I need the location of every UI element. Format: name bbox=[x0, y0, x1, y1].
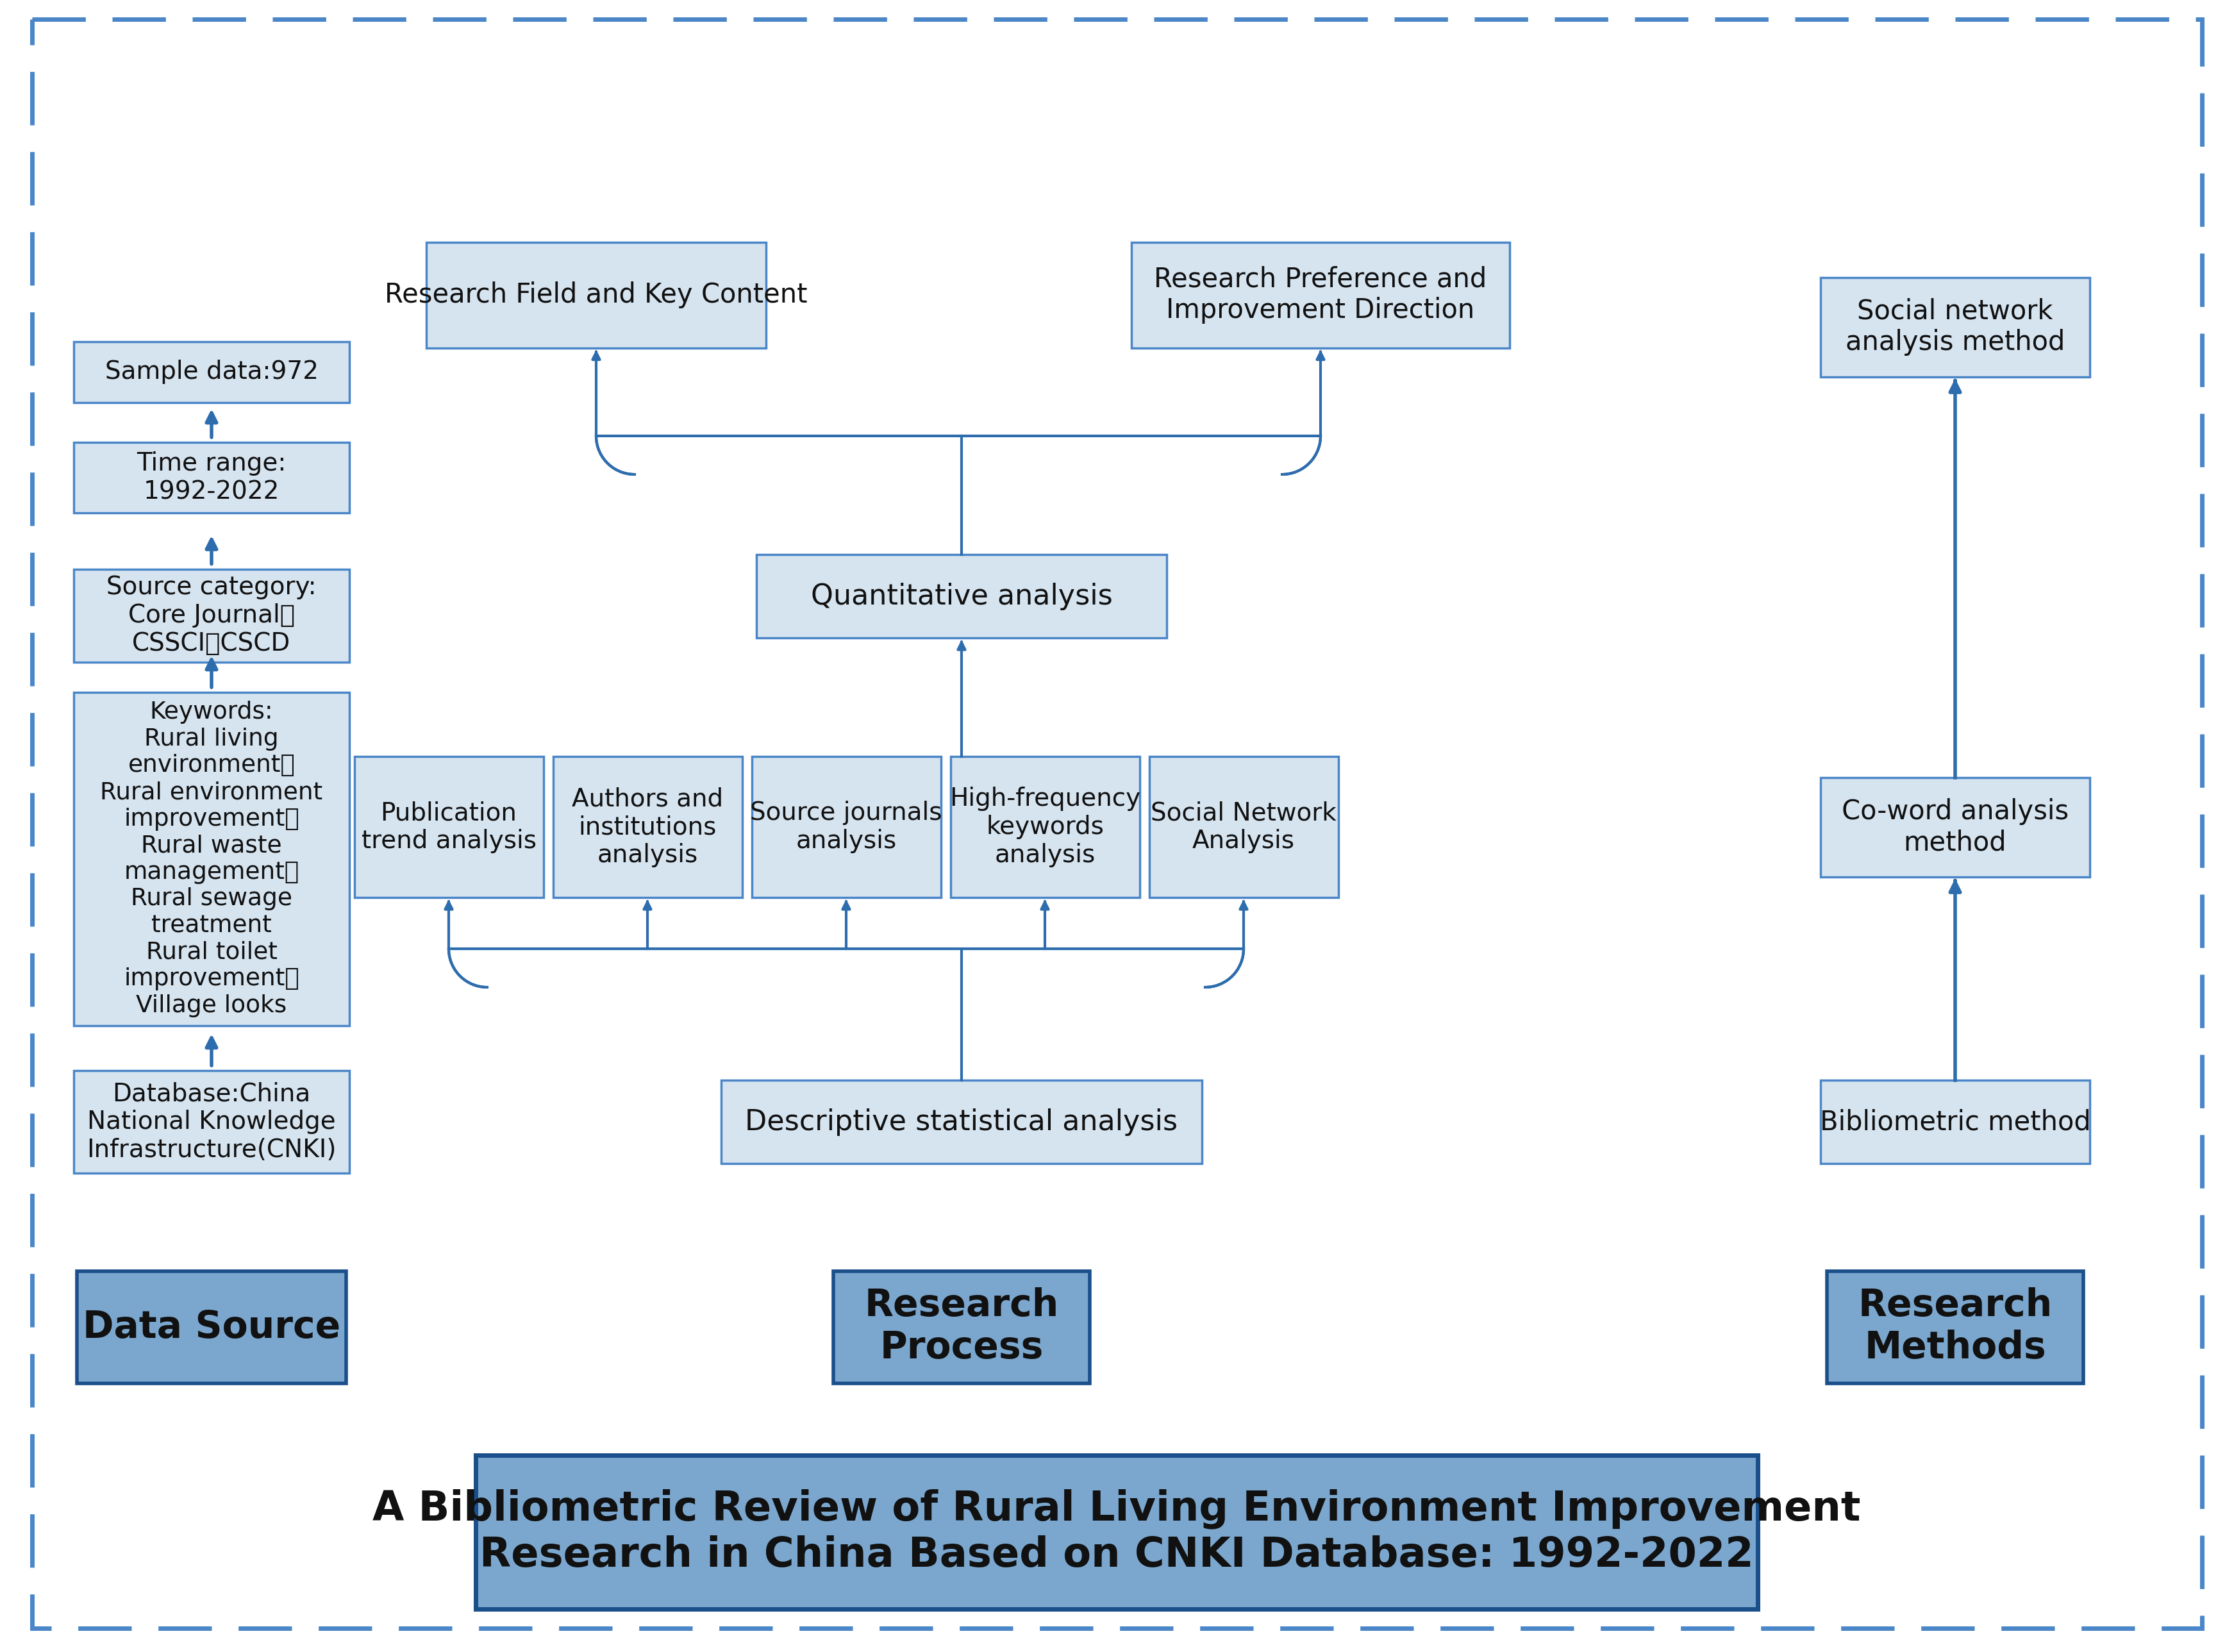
FancyBboxPatch shape bbox=[1821, 278, 2089, 377]
FancyBboxPatch shape bbox=[355, 757, 543, 897]
FancyBboxPatch shape bbox=[722, 1080, 1202, 1163]
Text: A Bibliometric Review of Rural Living Environment Improvement
Research in China : A Bibliometric Review of Rural Living En… bbox=[373, 1488, 1861, 1574]
Text: Database:China
National Knowledge
Infrastructure(CNKI): Database:China National Knowledge Infras… bbox=[87, 1082, 337, 1163]
FancyBboxPatch shape bbox=[74, 692, 349, 1026]
Text: Authors and
institutions
analysis: Authors and institutions analysis bbox=[572, 786, 724, 867]
Text: Quantitative analysis: Quantitative analysis bbox=[811, 583, 1113, 610]
Text: Research
Process: Research Process bbox=[865, 1287, 1059, 1366]
Text: Time range:
1992-2022: Time range: 1992-2022 bbox=[136, 451, 286, 504]
FancyBboxPatch shape bbox=[427, 241, 766, 349]
Text: Co-word analysis
method: Co-word analysis method bbox=[1841, 798, 2069, 856]
FancyBboxPatch shape bbox=[552, 757, 742, 897]
Text: High-frequency
keywords
analysis: High-frequency keywords analysis bbox=[949, 786, 1139, 867]
FancyBboxPatch shape bbox=[1821, 1080, 2089, 1163]
FancyBboxPatch shape bbox=[74, 443, 349, 512]
Text: Descriptive statistical analysis: Descriptive statistical analysis bbox=[746, 1108, 1177, 1135]
FancyBboxPatch shape bbox=[751, 757, 941, 897]
Text: Social Network
Analysis: Social Network Analysis bbox=[1151, 801, 1336, 852]
Text: Keywords:
Rural living
environment！
Rural environment
improvement！
Rural waste
m: Keywords: Rural living environment！ Rura… bbox=[101, 700, 322, 1018]
FancyBboxPatch shape bbox=[76, 1270, 346, 1383]
FancyBboxPatch shape bbox=[1827, 1270, 2084, 1383]
Text: Sample data:972: Sample data:972 bbox=[105, 360, 317, 383]
FancyBboxPatch shape bbox=[757, 555, 1166, 638]
FancyBboxPatch shape bbox=[1148, 757, 1338, 897]
Text: Research Preference and
Improvement Direction: Research Preference and Improvement Dire… bbox=[1155, 266, 1488, 324]
FancyBboxPatch shape bbox=[833, 1270, 1090, 1383]
FancyBboxPatch shape bbox=[1130, 241, 1510, 349]
Text: Social network
analysis method: Social network analysis method bbox=[1845, 297, 2064, 355]
Text: Source category:
Core Journal！
CSSCI、CSCD: Source category: Core Journal！ CSSCI、CSC… bbox=[107, 575, 317, 656]
FancyBboxPatch shape bbox=[476, 1455, 1758, 1609]
Text: Bibliometric method: Bibliometric method bbox=[1821, 1108, 2091, 1135]
FancyBboxPatch shape bbox=[74, 1070, 349, 1173]
Text: Research
Methods: Research Methods bbox=[1859, 1287, 2053, 1366]
Text: Publication
trend analysis: Publication trend analysis bbox=[362, 801, 536, 852]
FancyBboxPatch shape bbox=[74, 342, 349, 403]
Text: Research Field and Key Content: Research Field and Key Content bbox=[384, 281, 806, 309]
FancyBboxPatch shape bbox=[949, 757, 1139, 897]
Text: Source journals
analysis: Source journals analysis bbox=[751, 801, 943, 852]
FancyBboxPatch shape bbox=[1821, 778, 2089, 877]
Text: Data Source: Data Source bbox=[83, 1308, 340, 1345]
FancyBboxPatch shape bbox=[74, 568, 349, 662]
